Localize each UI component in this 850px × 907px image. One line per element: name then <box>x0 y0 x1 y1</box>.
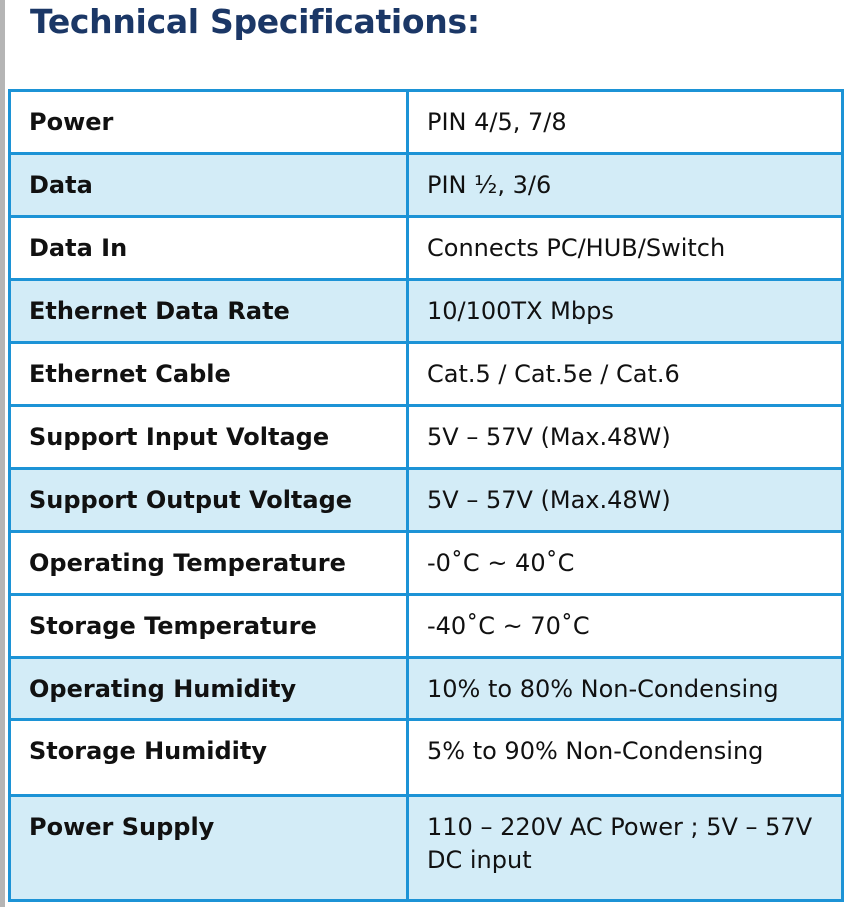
spec-name: Ethernet Cable <box>8 341 409 407</box>
spec-name: Power <box>8 89 409 155</box>
spec-row: Operating Temperature -0˚C ~ 40˚C <box>8 530 844 596</box>
left-edge <box>0 0 5 907</box>
spec-value: Cat.5 / Cat.5e / Cat.6 <box>406 341 844 407</box>
spec-row: Ethernet Cable Cat.5 / Cat.5e / Cat.6 <box>8 341 844 407</box>
spec-row: Power PIN 4/5, 7/8 <box>8 89 844 155</box>
spec-name: Support Output Voltage <box>8 467 409 533</box>
spec-name: Storage Temperature <box>8 593 409 659</box>
spec-value: Connects PC/HUB/Switch <box>406 215 844 281</box>
spec-value: 5V – 57V (Max.48W) <box>406 404 844 470</box>
spec-value: 110 – 220V AC Power ; 5V – 57V DC input <box>406 794 844 902</box>
spec-table: Power PIN 4/5, 7/8 Data PIN ½, 3/6 Data In Co… <box>8 89 844 902</box>
spec-row: Support Output Voltage 5V – 57V (Max.48W) <box>8 467 844 533</box>
spec-value: 10/100TX Mbps <box>406 278 844 344</box>
spec-row: Power Supply 110 – 220V AC Power ; 5V – 5… <box>8 794 844 902</box>
spec-name: Data <box>8 152 409 218</box>
spec-value: 5V – 57V (Max.48W) <box>406 467 844 533</box>
spec-name: Power Supply <box>8 794 409 902</box>
spec-value: 5% to 90% Non-Condensing <box>406 718 844 797</box>
spec-value: 10% to 80% Non-Condensing <box>406 656 844 721</box>
spec-row: Data PIN ½, 3/6 <box>8 152 844 218</box>
spec-value: -0˚C ~ 40˚C <box>406 530 844 596</box>
spec-name: Ethernet Data Rate <box>8 278 409 344</box>
title: Technical Specifications: <box>30 2 480 41</box>
spec-row: Support Input Voltage 5V – 57V (Max.48W) <box>8 404 844 470</box>
spec-name: Operating Temperature <box>8 530 409 596</box>
spec-value: PIN 4/5, 7/8 <box>406 89 844 155</box>
spec-row: Operating Humidity 10% to 80% Non-Condens… <box>8 656 844 721</box>
spec-row: Data In Connects PC/HUB/Switch <box>8 215 844 281</box>
spec-row: Storage Humidity 5% to 90% Non-Condensing <box>8 718 844 797</box>
spec-name: Support Input Voltage <box>8 404 409 470</box>
spec-row: Storage Temperature -40˚C ~ 70˚C <box>8 593 844 659</box>
spec-name: Operating Humidity <box>8 656 409 721</box>
spec-name: Storage Humidity <box>8 718 409 797</box>
spec-value: PIN ½, 3/6 <box>406 152 844 218</box>
spec-row: Ethernet Data Rate 10/100TX Mbps <box>8 278 844 344</box>
spec-name: Data In <box>8 215 409 281</box>
spec-value: -40˚C ~ 70˚C <box>406 593 844 659</box>
